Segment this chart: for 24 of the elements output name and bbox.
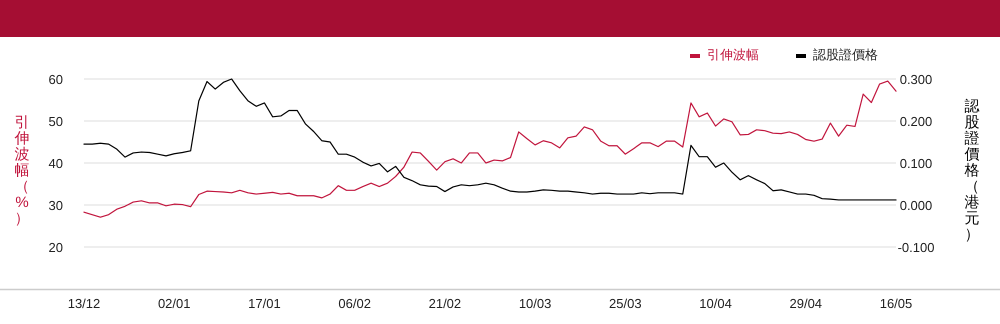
y2-tick-label: 0.200: [900, 114, 932, 129]
x-tick-label: 06/02: [338, 296, 371, 311]
x-tick-label: 16/05: [880, 296, 912, 311]
x-tick-label: 13/12: [68, 296, 100, 311]
x-tick-label: 17/01: [248, 296, 281, 311]
y-tick-label: 50: [48, 114, 63, 129]
y-tick-label: 20: [48, 240, 63, 255]
text: 認股證價格（港元）: [964, 98, 980, 243]
y-tick-label: 40: [48, 156, 63, 171]
x-tick-label: 02/01: [158, 296, 190, 311]
y-tick-label: 30: [48, 198, 63, 213]
y-tick-label: 60: [48, 72, 63, 87]
legend-label: 引伸波幅: [707, 47, 759, 62]
x-tick-label: 29/04: [790, 296, 822, 311]
y2-tick-label: 0.000: [900, 198, 932, 213]
y-axis-title: 引伸波幅（%）: [14, 114, 30, 227]
y2-tick-label: 0.100: [900, 156, 932, 171]
x-tick-label: 21/02: [428, 296, 462, 311]
x-tick-label: 25/03: [609, 296, 642, 311]
legend-label: 認股證價格: [813, 47, 878, 62]
x-tick-label: 10/03: [518, 296, 552, 311]
y2-tick-label: -0.100: [898, 240, 934, 255]
y2-tick-label: 0.300: [900, 72, 932, 87]
x-tick-label: 10/04: [699, 296, 732, 311]
